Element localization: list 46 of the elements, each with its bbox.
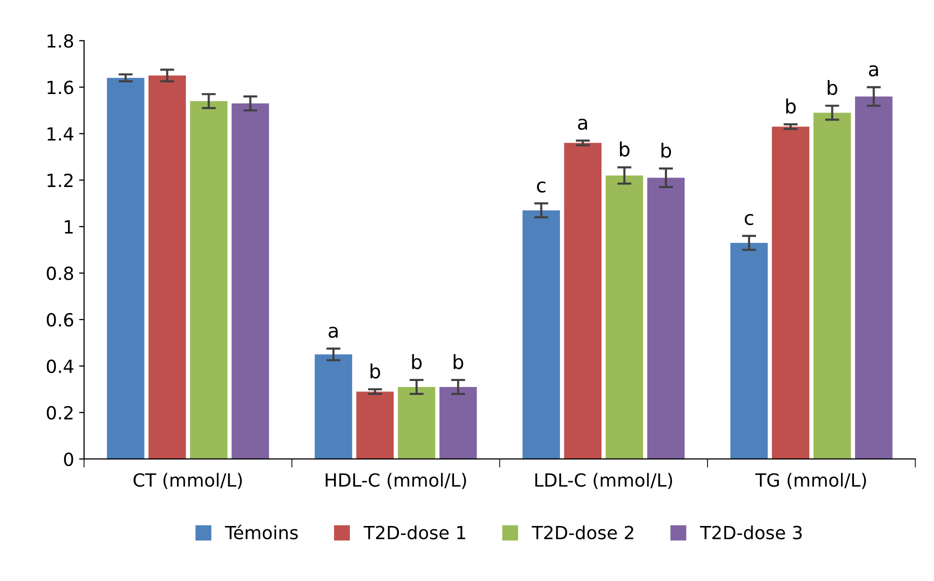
bar	[564, 142, 602, 459]
x-tick-label: HDL-C (mmol/L)	[326, 472, 466, 489]
data-label: a	[868, 65, 878, 76]
y-tick-label: 0.2	[46, 406, 73, 420]
bar	[813, 112, 851, 459]
legend-label: T2D-dose 2	[532, 525, 634, 540]
data-label: b	[412, 354, 422, 370]
bar	[772, 126, 810, 459]
bar	[106, 78, 144, 459]
data-label: b	[662, 142, 672, 158]
bar	[190, 101, 228, 459]
data-label: c	[536, 181, 546, 193]
y-tick-label: 1.2	[48, 174, 73, 187]
bar	[730, 242, 768, 459]
data-label: b	[370, 363, 380, 379]
bar	[647, 178, 685, 459]
data-label: b	[454, 354, 464, 370]
bar	[314, 354, 352, 459]
y-tick-label: 0.4	[46, 359, 74, 374]
data-label: c	[744, 214, 754, 226]
data-label: b	[786, 98, 796, 114]
data-label: a	[578, 118, 588, 130]
x-tick-label: LDL-C (mmol/L)	[535, 472, 672, 489]
y-tick-label: 1.8	[48, 34, 74, 48]
bar	[855, 96, 892, 459]
bar	[606, 175, 644, 459]
bar	[232, 103, 270, 459]
y-tick-label: 0.6	[46, 313, 74, 327]
bar	[439, 386, 477, 459]
legend-label: T2D-dose 3	[700, 525, 802, 540]
data-label: b	[828, 80, 838, 96]
y-tick-label: 1.6	[48, 80, 74, 94]
bar	[356, 392, 394, 459]
x-tick-label: TG (mmol/L)	[755, 472, 866, 489]
bar	[148, 76, 186, 459]
y-tick-label: 1	[64, 220, 73, 234]
bar	[398, 386, 436, 459]
bar	[522, 210, 560, 459]
legend-label: T2D-dose 1	[364, 525, 466, 540]
data-label: b	[620, 142, 630, 157]
data-label: a	[328, 326, 338, 338]
legend-label: Témoins	[225, 524, 298, 540]
y-tick-label: 0.8	[46, 266, 74, 280]
y-tick-label: 1.4	[48, 127, 74, 140]
x-tick-label: CT (mmol/L)	[134, 472, 242, 489]
y-tick-label: 0	[64, 452, 74, 466]
